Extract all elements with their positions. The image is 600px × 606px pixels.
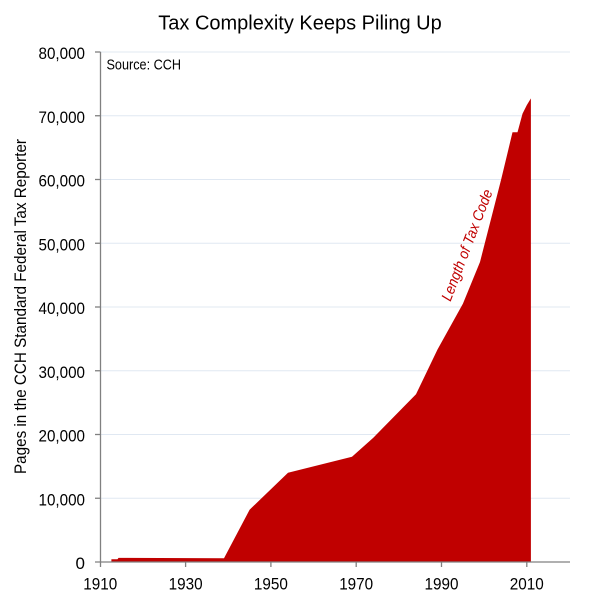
svg-text:80,000: 80,000 [39,44,86,63]
svg-text:2010: 2010 [510,575,544,594]
svg-text:1910: 1910 [83,575,117,594]
svg-text:60,000: 60,000 [39,172,86,191]
svg-text:Source: CCH: Source: CCH [107,57,182,74]
svg-text:Pages in the CCH Standard Fede: Pages in the CCH Standard Federal Tax Re… [11,139,30,474]
svg-text:50,000: 50,000 [39,235,86,254]
svg-text:70,000: 70,000 [39,108,86,127]
svg-text:1950: 1950 [254,575,288,594]
svg-text:1930: 1930 [169,575,203,594]
svg-text:30,000: 30,000 [39,363,86,382]
svg-text:1990: 1990 [425,575,459,594]
svg-text:1970: 1970 [339,575,373,594]
svg-text:0: 0 [76,554,85,573]
svg-text:20,000: 20,000 [39,427,86,446]
svg-text:Tax Complexity Keeps Piling Up: Tax Complexity Keeps Piling Up [158,13,441,35]
svg-text:40,000: 40,000 [39,299,86,318]
svg-text:10,000: 10,000 [39,490,86,509]
